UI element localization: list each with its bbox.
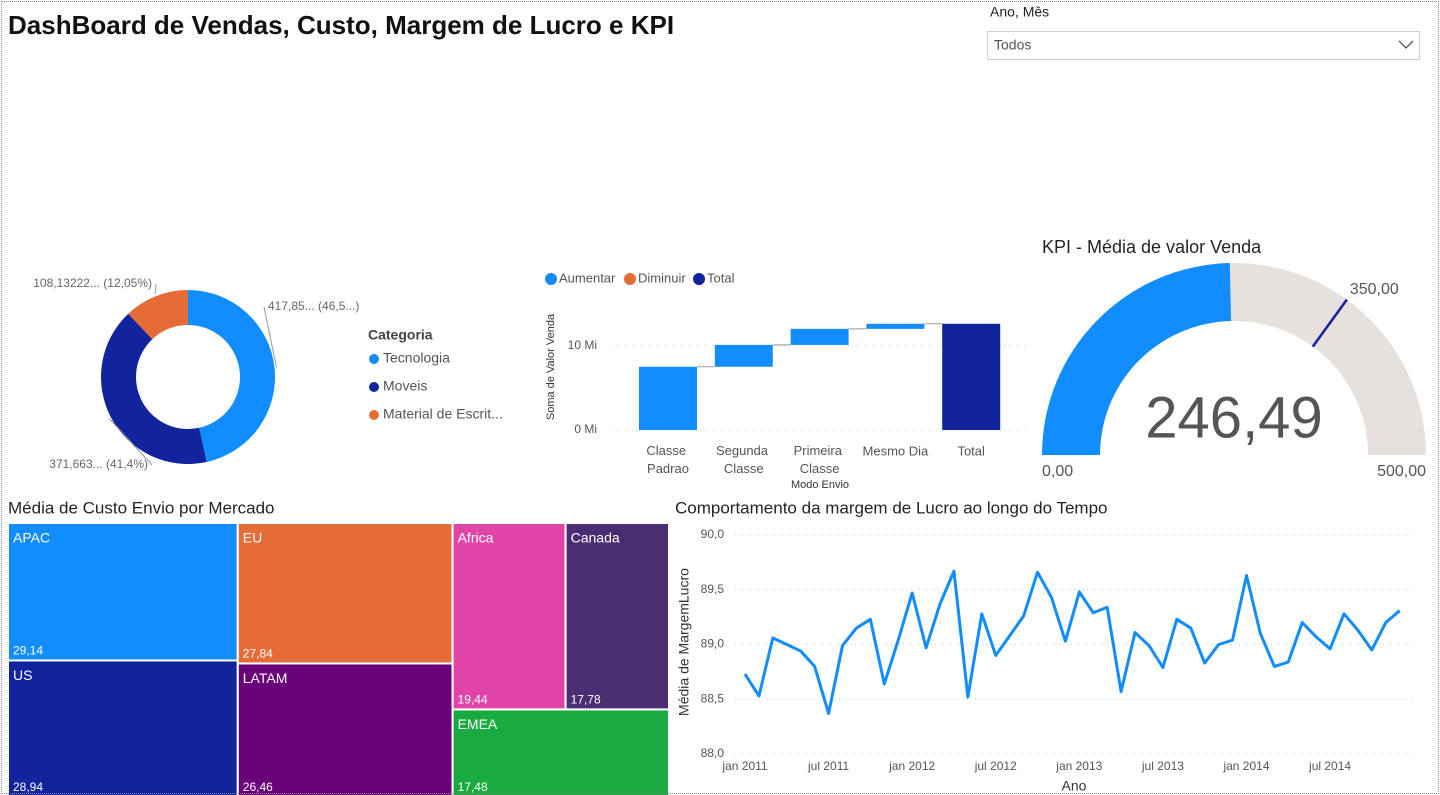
- x-tick-label: jul 2012: [974, 759, 1017, 773]
- x-tick-label: jul 2013: [1141, 759, 1184, 773]
- tile-value: 27,84: [243, 647, 273, 661]
- legend-label: Aumentar: [559, 270, 616, 285]
- donut-slice: [188, 289, 276, 462]
- tile-label: LATAM: [243, 670, 288, 686]
- treemap-title: Média de Custo Envio por Mercado: [8, 498, 274, 517]
- data-label: 108,13222... (12,05%): [33, 276, 152, 290]
- x-tick-label: jan 2014: [1222, 759, 1269, 773]
- x-tick-label: Total: [957, 443, 985, 458]
- tile-label: Africa: [458, 530, 494, 546]
- donut-slice: [100, 313, 207, 465]
- y-tick-label: 89,0: [701, 637, 725, 651]
- treemap-tile: [7, 522, 239, 662]
- gauge-max-label: 500,00: [1377, 463, 1426, 480]
- line-series: [743, 569, 1401, 715]
- data-label: 417,85... (46,5...): [268, 299, 359, 313]
- x-tick-label: Primeira Classe: [794, 443, 846, 476]
- legend-title: Categoria: [368, 327, 433, 343]
- tile-label: EU: [243, 530, 262, 546]
- legend-label: Tecnologia: [383, 350, 450, 366]
- x-tick-label: jan 2013: [1055, 759, 1102, 773]
- gauge-value: [1042, 263, 1232, 455]
- x-tick-label: jul 2014: [1308, 759, 1351, 773]
- y-tick-label: 90,0: [701, 527, 725, 541]
- leader-line: [108, 418, 153, 466]
- treemap-tile: [236, 522, 454, 665]
- slicer-value[interactable]: Todos: [994, 37, 1031, 53]
- legend-marker: [369, 382, 379, 392]
- y-tick-label: 88,5: [701, 691, 725, 705]
- x-tick-label: Classe Padrao: [646, 443, 689, 476]
- legend-marker: [624, 273, 636, 285]
- slicer-label: Ano, Mês: [990, 4, 1049, 20]
- line-title: Comportamento da margem de Lucro ao long…: [675, 498, 1108, 517]
- tile-value: 29,14: [13, 644, 43, 658]
- legend-label: Total: [707, 270, 735, 285]
- treemap-tile: [564, 522, 671, 711]
- tile-label: APAC: [13, 530, 50, 546]
- y-tick-label: 10 Mi: [568, 338, 597, 352]
- tile-label: Canada: [571, 530, 620, 546]
- slicer-box[interactable]: [987, 31, 1420, 60]
- tile-value: 19,44: [458, 693, 488, 707]
- tile-value: 17,78: [571, 693, 601, 707]
- donut-slice: [128, 290, 188, 340]
- x-tick-label: jan 2011: [721, 759, 767, 773]
- tile-value: 17,48: [458, 780, 488, 794]
- x-tick-label: Segunda Classe: [716, 443, 772, 476]
- waterfall-bar: [714, 344, 773, 367]
- y-tick-label: 0 Mi: [574, 422, 597, 436]
- legend-label: Diminuir: [638, 270, 686, 285]
- y-tick-label: 88,0: [701, 746, 725, 760]
- x-axis-label: Ano: [1062, 778, 1087, 794]
- waterfall-bar: [790, 328, 849, 345]
- waterfall-bar: [942, 323, 1001, 430]
- tile-label: US: [13, 667, 32, 683]
- gauge-target: [1311, 298, 1348, 348]
- data-label: 371,663... (41,4%): [49, 457, 148, 471]
- y-axis-label: Média de MargemLucro: [676, 568, 692, 716]
- x-axis-label: Modo Envio: [791, 479, 849, 491]
- legend-label: Moveis: [383, 378, 427, 394]
- waterfall-bar: [866, 323, 925, 329]
- legend-marker: [369, 354, 379, 364]
- tile-label: EMEA: [458, 716, 498, 732]
- gauge-min-label: 0,00: [1042, 463, 1073, 480]
- treemap-tile: [7, 659, 239, 795]
- tile-value: 28,94: [13, 780, 43, 794]
- leader-line: [154, 283, 157, 295]
- legend-marker: [545, 273, 557, 285]
- legend-label: Material de Escrit...: [383, 406, 503, 422]
- legend-marker: [693, 273, 705, 285]
- legend-marker: [369, 410, 379, 420]
- leader-line: [263, 306, 277, 368]
- y-axis-label: Soma de Valor Venda: [545, 313, 557, 420]
- x-tick-label: jan 2012: [888, 759, 935, 773]
- gauge-value-label: 246,49: [1145, 385, 1322, 450]
- slicer-chevron[interactable]: [1398, 40, 1414, 49]
- gauge-title: KPI - Média de valor Venda: [1042, 237, 1262, 257]
- treemap-tile: [451, 708, 670, 795]
- dashboard-title: DashBoard de Vendas, Custo, Margem de Lu…: [8, 10, 674, 40]
- tile-value: 26,46: [243, 780, 273, 794]
- x-tick-label: Mesmo Dia: [863, 443, 930, 458]
- x-tick-label: jul 2011: [807, 759, 849, 773]
- waterfall-bar: [639, 366, 697, 430]
- treemap-tile: [451, 522, 567, 711]
- target-label: 350,00: [1350, 281, 1399, 298]
- y-tick-label: 89,5: [701, 582, 725, 596]
